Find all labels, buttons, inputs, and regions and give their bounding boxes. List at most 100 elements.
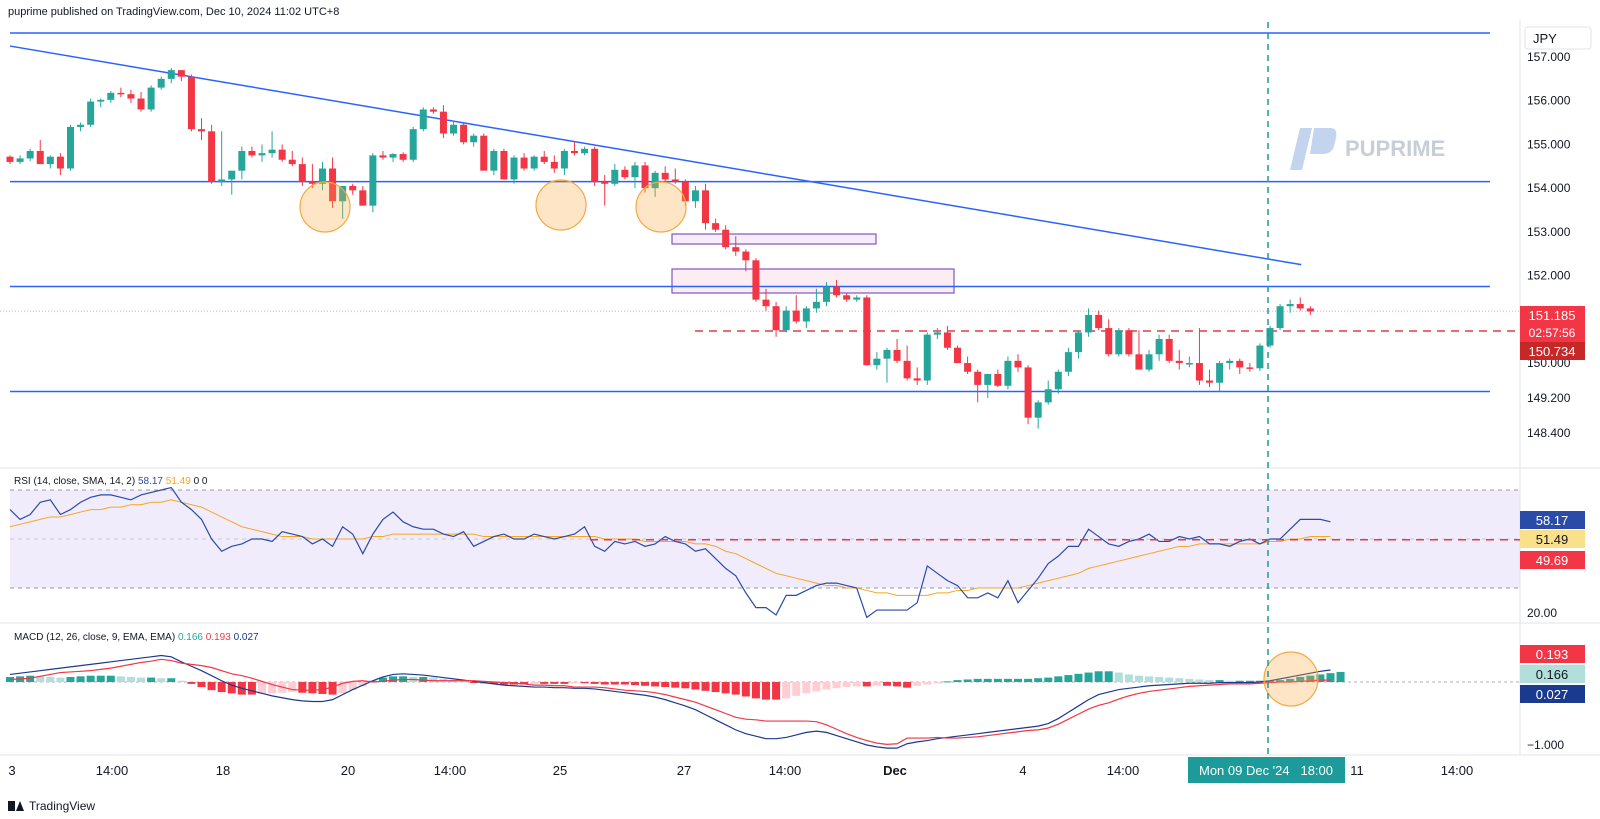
macd-histogram-bar xyxy=(681,682,690,689)
macd-histogram-bar xyxy=(1185,678,1194,682)
macd-histogram-bar xyxy=(207,682,216,691)
axis-layer: 157.000 156.000 155.000 154.000 153.000 152.0… xyxy=(8,50,1570,778)
macd-histogram-bar xyxy=(459,681,468,683)
candle-up xyxy=(268,149,276,154)
candle-down xyxy=(359,190,367,206)
candle-down xyxy=(550,161,558,169)
macd-histogram-bar xyxy=(338,682,347,694)
candle-down xyxy=(863,297,871,366)
macd-histogram-bar xyxy=(600,682,609,685)
macd-histogram-bar xyxy=(106,675,115,682)
candle-down xyxy=(56,156,64,169)
macd-line xyxy=(9,654,1331,749)
candle-up xyxy=(1004,360,1012,386)
macd-histogram-bar xyxy=(812,682,821,692)
candle-down xyxy=(1024,367,1032,418)
candle-up xyxy=(339,185,347,202)
rsi-legend-value: 58.17 xyxy=(138,476,163,487)
macd-histogram-bar xyxy=(842,682,851,688)
candle-up xyxy=(1044,389,1052,403)
macd-histogram-bar xyxy=(983,678,992,682)
candle-down xyxy=(913,378,921,381)
time-axis-label: 14:00 xyxy=(96,763,129,778)
candle-down xyxy=(1105,328,1113,355)
candle-down xyxy=(752,260,760,300)
rsi-legend-extra-1: 0 xyxy=(194,476,200,487)
currency-label: JPY xyxy=(1533,31,1557,46)
rsi-line xyxy=(9,486,1331,619)
candle-up xyxy=(1145,354,1153,370)
macd-histogram-bar xyxy=(893,682,902,687)
macd-histogram-bar xyxy=(1255,680,1264,682)
time-axis-label: 20 xyxy=(341,763,355,778)
macd-histogram-bar xyxy=(882,682,891,686)
macd-histogram-bar xyxy=(741,682,750,697)
macd-histogram-bar xyxy=(590,682,599,684)
macd-histogram-bar xyxy=(157,678,166,682)
candle-down xyxy=(137,98,145,110)
candle-down xyxy=(36,150,44,165)
macd-histogram-bar xyxy=(1104,671,1113,682)
candle-up xyxy=(1054,371,1062,390)
time-axis-label: 14:00 xyxy=(1107,763,1140,778)
macd-tag-macd xyxy=(1520,645,1585,663)
candle-down xyxy=(833,286,841,296)
candle-up xyxy=(1266,328,1274,346)
descending-trendline xyxy=(9,45,1302,266)
candle-down xyxy=(1135,354,1143,370)
price-axis-label: 152.000 xyxy=(1527,269,1571,283)
footer-brand[interactable]: TradingView xyxy=(8,799,95,813)
macd-histogram-bar xyxy=(802,682,811,694)
macd-legend-signal: 0.027 xyxy=(234,632,259,643)
candle-down xyxy=(954,347,962,364)
macd-histogram-bar xyxy=(1155,676,1164,682)
level-price-tag xyxy=(1520,342,1585,360)
macd-histogram-bar xyxy=(630,682,639,686)
candle-up xyxy=(1155,338,1163,355)
highlight-circle-2 xyxy=(535,179,587,231)
candle-down xyxy=(379,155,387,158)
macd-histogram-bar xyxy=(792,682,801,696)
macd-histogram-bar xyxy=(1145,676,1154,682)
candle-down xyxy=(540,156,548,162)
macd-histogram-bar xyxy=(1084,672,1093,682)
price-axis-label: 156.000 xyxy=(1527,94,1571,108)
candle-down xyxy=(893,349,901,361)
candle-up xyxy=(77,124,85,127)
macd-histogram-bar xyxy=(1014,678,1022,682)
macd-histogram-bar xyxy=(318,682,327,694)
macd-axis-label: −1.000 xyxy=(1527,738,1564,752)
candle-down xyxy=(500,150,508,180)
macd-histogram-bar xyxy=(177,680,186,682)
currency-box[interactable] xyxy=(1524,26,1592,50)
candle-up xyxy=(631,165,639,178)
candle-up xyxy=(490,150,498,171)
candle-down xyxy=(480,135,488,171)
rsi-tag-ma-text: 51.49 xyxy=(1536,532,1569,547)
candle-up xyxy=(26,150,34,159)
macd-histogram-bar xyxy=(308,682,317,694)
price-axis-label: 148.400 xyxy=(1527,426,1571,440)
candle-down xyxy=(792,310,800,322)
macd-histogram-bar xyxy=(530,682,539,684)
candle-up xyxy=(691,190,699,202)
macd-histogram-bar xyxy=(26,675,35,682)
candle-down xyxy=(1095,314,1103,329)
macd-histogram-bar xyxy=(56,677,65,682)
macd-histogram-bar xyxy=(1114,672,1123,682)
candle-up xyxy=(369,155,377,206)
candle-down xyxy=(1296,304,1304,309)
candle-down xyxy=(329,168,337,202)
macd-histogram-bar xyxy=(1175,678,1184,682)
candle-down xyxy=(308,181,316,184)
candle-up xyxy=(1226,360,1234,364)
macd-legend-hist: 0.166 xyxy=(178,632,203,643)
macd-histogram-bar xyxy=(1245,680,1254,682)
macd-histogram-bar xyxy=(147,677,156,682)
candle-down xyxy=(681,181,689,202)
candle-up xyxy=(157,78,165,88)
candle-up xyxy=(87,101,95,125)
candle-up xyxy=(1256,345,1264,369)
last-price-value: 151.185 xyxy=(1529,308,1576,323)
